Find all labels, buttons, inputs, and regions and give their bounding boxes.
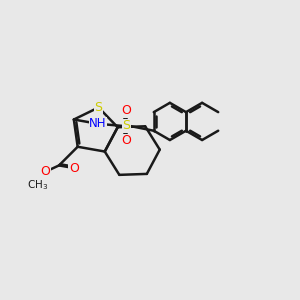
Text: O: O xyxy=(40,165,50,178)
Text: S: S xyxy=(122,119,130,132)
Text: S: S xyxy=(94,101,103,114)
Text: O: O xyxy=(69,161,79,175)
Text: O: O xyxy=(121,104,131,117)
Text: O: O xyxy=(121,134,131,147)
Text: CH$_3$: CH$_3$ xyxy=(27,178,48,192)
Text: NH: NH xyxy=(89,117,107,130)
